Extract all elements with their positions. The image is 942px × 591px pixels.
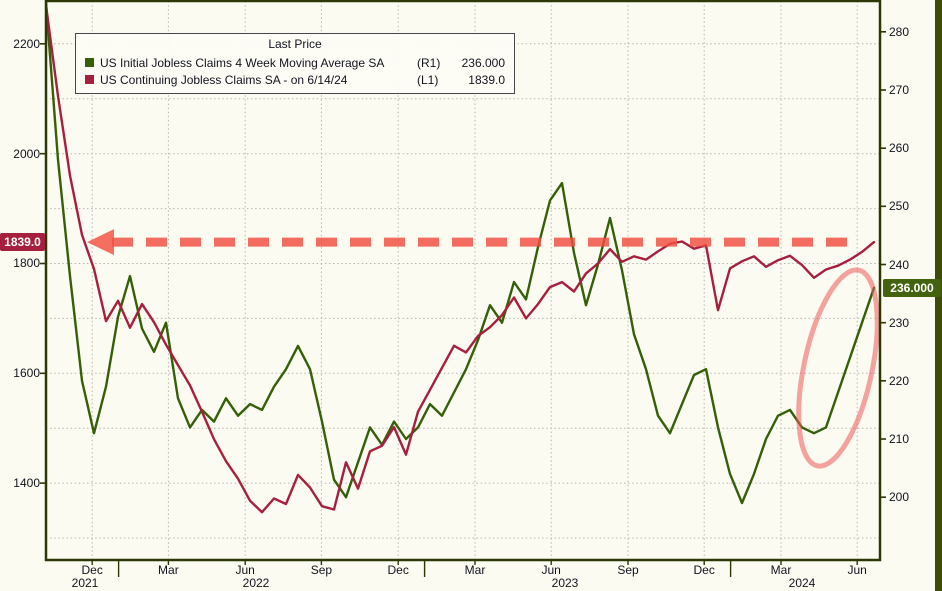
right-axis-tick-label: 220 xyxy=(889,373,910,388)
right-axis-tick-label: 250 xyxy=(889,199,910,214)
continuing-claims-legend-label: US Continuing Jobless Claims SA - on 6/1… xyxy=(100,72,348,87)
legend-title: Last Price xyxy=(268,37,322,51)
left-axis-tick-label: 1800 xyxy=(13,256,40,271)
continuing-claims-price-badge: 1839.0 xyxy=(0,233,45,251)
initial-claims-axis-tag: (R1) xyxy=(417,55,441,70)
legend-row-continuing-claims: US Continuing Jobless Claims SA - on 6/1… xyxy=(85,71,505,88)
initial-claims-line xyxy=(46,1,876,505)
dashed-arrow-head-icon xyxy=(87,229,114,256)
continuing-claims-line xyxy=(46,4,876,514)
left-axis-tick-label: 2000 xyxy=(13,146,40,161)
x-axis-month-label: Dec xyxy=(693,563,715,577)
x-axis-year-label: 2023 xyxy=(551,576,579,590)
initial-claims-price-badge: 236.000 xyxy=(883,279,941,297)
left-axis-tick-label: 1600 xyxy=(13,366,40,381)
x-axis-month-label: Dec xyxy=(81,563,103,577)
left-axis-tick-label: 1400 xyxy=(13,476,40,491)
continuing-claims-swatch-icon xyxy=(85,75,94,84)
x-axis-month-label: Sep xyxy=(310,563,333,577)
right-axis-tick-label: 260 xyxy=(889,141,910,156)
x-axis-month-label: Jun xyxy=(541,563,561,577)
right-axis-tick-label: 270 xyxy=(889,82,910,97)
x-axis-month-label: Mar xyxy=(158,563,179,577)
initial-claims-swatch-icon xyxy=(85,58,94,67)
x-axis-month-label: Sep xyxy=(617,563,639,577)
x-axis-month-label: Mar xyxy=(770,563,792,577)
x-axis-month-label: Jun xyxy=(235,563,255,577)
plot-frame xyxy=(44,0,882,562)
x-axis-month-label: Dec xyxy=(387,563,409,577)
continuing-claims-axis-tag: (L1) xyxy=(417,72,439,87)
left-axis-tick-label: 2200 xyxy=(13,36,40,51)
initial-claims-legend-label: US Initial Jobless Claims 4 Week Moving … xyxy=(100,55,385,70)
legend-box: Last Price US Initial Jobless Claims 4 W… xyxy=(75,33,515,94)
x-axis-month-label: Mar xyxy=(464,563,486,577)
x-axis-year-label: 2022 xyxy=(242,576,270,590)
x-axis-month-label: Jun xyxy=(847,563,867,577)
right-axis-tick-label: 280 xyxy=(889,24,910,39)
legend-row-initial-claims: US Initial Jobless Claims 4 Week Moving … xyxy=(85,54,505,71)
right-axis-tick-label: 240 xyxy=(889,257,910,272)
right-axis-tick-label: 230 xyxy=(889,315,910,330)
initial-claims-last-price: 236.000 xyxy=(461,55,505,70)
right-axis-tick-label: 200 xyxy=(889,490,910,505)
x-axis-year-label: 2024 xyxy=(788,576,816,590)
x-axis-year-label: 2021 xyxy=(71,576,99,590)
right-axis-tick-label: 210 xyxy=(889,432,910,446)
continuing-claims-last-price: 1839.0 xyxy=(468,72,505,87)
highlight-ellipse xyxy=(796,267,880,469)
